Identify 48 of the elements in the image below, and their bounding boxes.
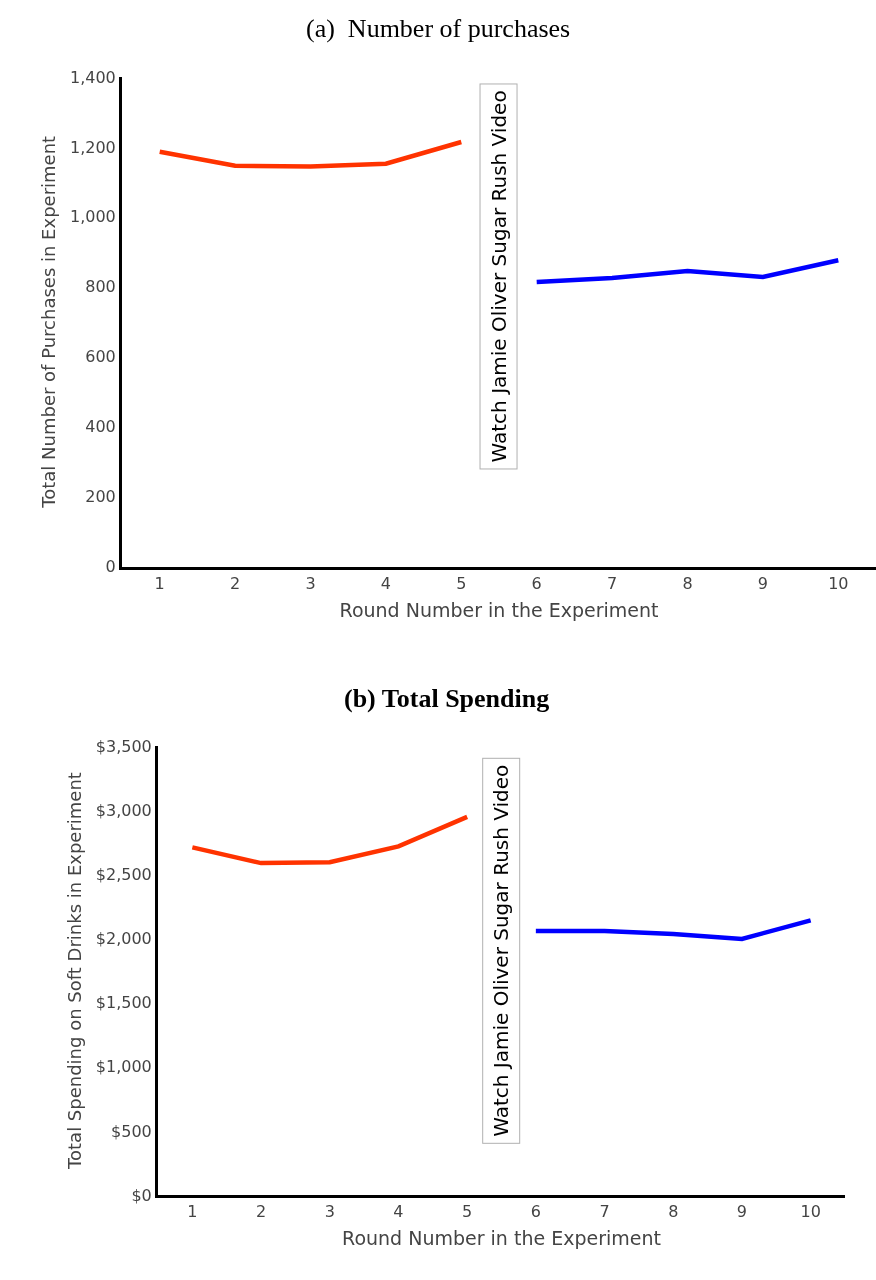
x-tick-label: 2 [255,1202,267,1222]
x-tick-label: 6 [530,1202,541,1222]
line-series [190,814,470,866]
y-tick-label: $1,500 [95,993,152,1013]
y-tick-label: 600 [85,347,116,367]
x-tick-label: 3 [324,1202,335,1222]
x-tick-label: 2 [230,573,241,593]
x-tick-label: 1 [154,573,165,593]
x-tick-label: 5 [456,573,467,593]
x-tick-label: 10 [800,1202,821,1222]
x-tick-label: 8 [668,1202,679,1222]
y-tick-label: 200 [85,487,116,507]
line-series [533,918,813,942]
y-tick-label: $2,000 [95,929,152,949]
y-tick-label: 1,400 [69,67,116,87]
x-tick-label: 8 [682,573,693,593]
annotation: Watch Jamie Oliver Sugar Rush Video [486,90,511,463]
y-tick-label: 1,200 [69,137,116,157]
y-tick-label: $1,000 [95,1057,152,1077]
chart-title: (b) Total Spending [344,684,550,713]
x-tick-label: 6 [531,573,542,593]
y-tick-label: 400 [85,417,116,437]
y-tick-label: $3,000 [95,800,152,820]
x-tick-label: 3 [305,573,316,593]
line-series [534,257,841,285]
y-tick-label: $2,500 [95,864,152,884]
y-tick-label: 0 [105,557,116,577]
x-tick-label: 10 [828,573,849,593]
y-axis-title: Total Number of Purchases in Experiment [38,135,60,509]
x-tick-label: 4 [393,1202,404,1222]
y-tick-label: 1,000 [69,207,116,227]
chart-title: (a) Number of purchases [306,14,571,43]
annotation: Watch Jamie Oliver Sugar Rush Video [489,764,514,1137]
y-tick-label: $3,500 [95,736,152,756]
x-tick-label: 1 [187,1202,198,1222]
x-tick-label: 7 [599,1202,610,1222]
line-series [157,139,464,169]
y-tick-label: 800 [85,277,116,297]
x-tick-label: 9 [757,573,768,593]
y-axis-title: Total Spending on Soft Drinks in Experiment [64,772,86,1170]
x-tick-label: 4 [380,573,391,593]
x-axis-title: Round Number in the Experiment [342,1227,661,1250]
x-tick-label: 9 [736,1202,748,1222]
y-tick-label: $500 [111,1121,152,1141]
x-axis-title: Round Number in the Experiment [339,598,659,621]
x-tick-label: 7 [607,573,618,593]
y-tick-label: $0 [131,1185,152,1205]
x-tick-label: 5 [462,1202,473,1222]
